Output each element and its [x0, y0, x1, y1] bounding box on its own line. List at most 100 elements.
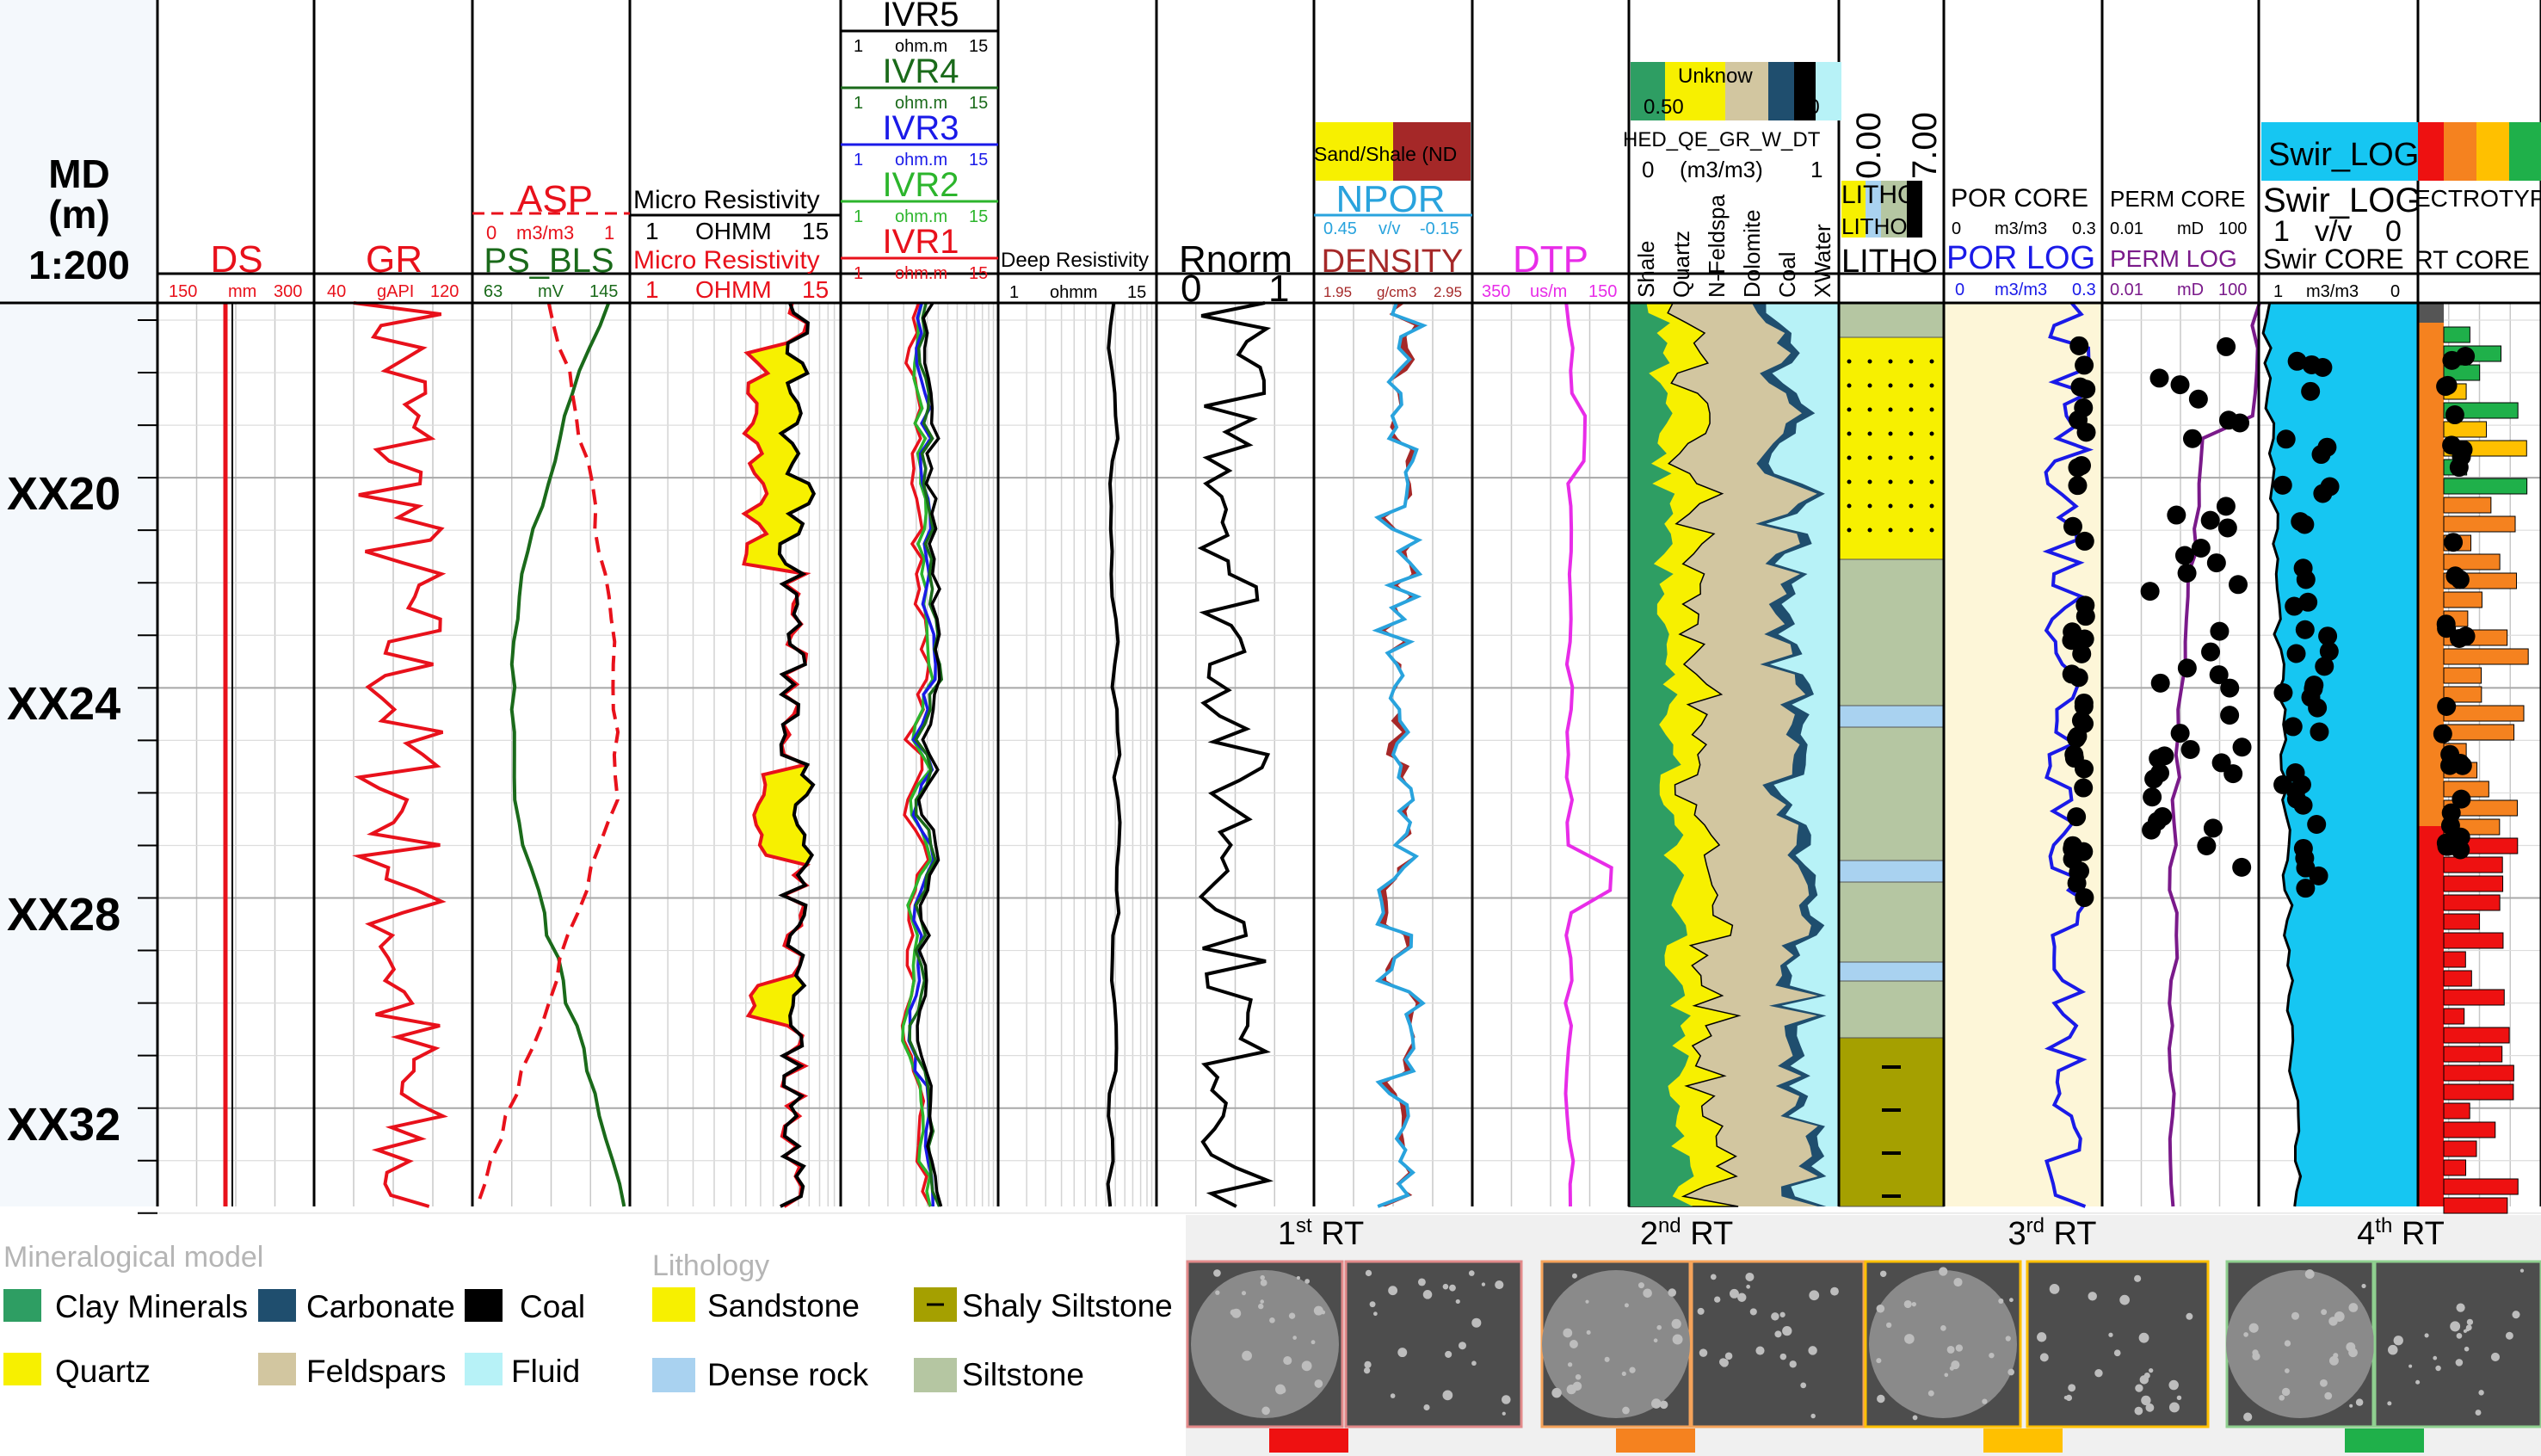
- por-core-point: [2070, 377, 2090, 397]
- sandstone-dot: [1847, 503, 1852, 509]
- perm-core-point: [2150, 673, 2170, 693]
- perm-core-point: [2177, 564, 2197, 583]
- gr-curve-unit: gAPI: [377, 282, 414, 301]
- rt-grain: [1586, 1330, 1591, 1335]
- npor-min: 0.45: [1323, 219, 1357, 238]
- rt-grain: [1876, 1358, 1882, 1364]
- micro-res-black-name: Micro Resistivity: [633, 186, 820, 214]
- perm-core-point: [2147, 811, 2167, 831]
- por-core-point: [2074, 778, 2094, 798]
- rt-grain: [1998, 1298, 2004, 1304]
- rt-grain: [1624, 1303, 1629, 1308]
- ps-bls-curve: [509, 302, 626, 1207]
- rt-grain: [2519, 1268, 2525, 1273]
- perm-core-point: [2229, 575, 2248, 595]
- rt-swatch-yellow: [2476, 122, 2509, 181]
- sandstone-dot: [1929, 503, 1934, 509]
- ivr-curve-max: 15: [969, 37, 988, 56]
- perm-core-point: [2177, 658, 2197, 678]
- por-core-point: [2074, 693, 2094, 713]
- swir-core-point: [2320, 477, 2340, 497]
- rt-grain: [2393, 1336, 2403, 1346]
- rt-grain: [1927, 1390, 1934, 1397]
- asp-curve-max: 1: [604, 222, 614, 244]
- mineral-column-label: Quartz: [1668, 231, 1694, 298]
- rt-grain: [2435, 1365, 2441, 1372]
- rt-label-4: 4th RT: [2357, 1214, 2445, 1252]
- ivr-curve-max: 15: [969, 264, 988, 283]
- rt-grain: [2464, 1346, 2470, 1352]
- deep-res-name: Deep Resistivity: [1001, 249, 1149, 272]
- rt-grain: [1745, 1272, 1755, 1281]
- rt-core-point: [2436, 377, 2456, 397]
- litho-interval-9: [1838, 1037, 1945, 1207]
- por-log-unit: m3/m3: [1995, 281, 2047, 299]
- rt-grain: [2039, 1353, 2049, 1362]
- ds-curve-unit: mm: [228, 282, 256, 301]
- rt-grain: [1567, 1362, 1573, 1367]
- ps-bls-curve-max: 145: [589, 282, 618, 301]
- depth-track-title-unit: (m): [48, 192, 110, 237]
- swir-core-name-top: Swir_LOG: [2263, 182, 2422, 219]
- rt-grain: [1365, 1269, 1372, 1277]
- rt-core-point: [2451, 827, 2470, 847]
- depth-track-bg: [0, 0, 157, 1206]
- rt-grain: [1269, 1317, 1275, 1323]
- deep-res-curve: [1106, 302, 1122, 1207]
- sandstone-dot: [1909, 479, 1914, 484]
- rt-core-plug: [1869, 1270, 2017, 1418]
- litho-header-mid: LITHO: [1841, 213, 1908, 239]
- rt-log-bar: [2443, 1178, 2519, 1195]
- rt-grain: [2252, 1352, 2260, 1360]
- mineral-curve-name: HED_QE_GR_W_DT: [1623, 128, 1821, 151]
- rt-log-bar: [2443, 875, 2504, 892]
- ivr4-curve: [908, 302, 944, 1207]
- rt-grain: [1672, 1334, 1683, 1345]
- rt-grain: [1651, 1398, 1662, 1409]
- rt-grain: [1311, 1340, 1316, 1345]
- litho-interval-5: [1838, 860, 1945, 883]
- gr-curve: [352, 301, 448, 1208]
- rt-grain: [1241, 1291, 1247, 1296]
- dtp-curve: [1563, 302, 1613, 1207]
- rt-grain: [1604, 1356, 1610, 1362]
- por-core-point: [2069, 668, 2088, 688]
- depth-label-xx28: XX28: [7, 889, 120, 941]
- swir-core-point: [2295, 515, 2315, 534]
- rnorm-min: 0: [1181, 268, 1201, 310]
- rt-sem-image: [2373, 1260, 2541, 1428]
- rt-grain: [2512, 1311, 2520, 1319]
- sandstone-dot: [1888, 455, 1893, 460]
- mineral-swatch-carbonate: [1768, 62, 1794, 120]
- rt-log-bar: [2443, 1046, 2503, 1063]
- sandstone-dot: [1929, 479, 1934, 484]
- lithology-legend-title: Lithology: [652, 1249, 769, 1282]
- rt-core-point: [2437, 697, 2457, 717]
- perm-core-point: [2206, 553, 2226, 573]
- asp-curve: [475, 302, 620, 1207]
- rt-grain: [2134, 1406, 2143, 1416]
- density-max: 2.95: [1434, 284, 1462, 300]
- micro-res-black-max: 15: [802, 218, 829, 244]
- por-core-point: [2071, 711, 2091, 731]
- ivr-curve-min: 1: [854, 37, 863, 56]
- sandstone-dot: [1847, 359, 1852, 364]
- por-core-point: [2068, 476, 2088, 496]
- rt-grain: [2176, 1395, 2182, 1401]
- litho-vlabel-0: 0.00: [1850, 112, 1888, 179]
- rt-grain: [1275, 1384, 1286, 1395]
- rt-color-bar-4: [2345, 1428, 2424, 1453]
- rt-grain: [1668, 1288, 1676, 1297]
- perm-core-point: [2191, 538, 2211, 558]
- rt-grain: [1944, 1373, 1949, 1378]
- rt-swatch-orange: [2444, 122, 2476, 181]
- sandstone-dot: [1929, 455, 1934, 460]
- rt-grain: [2328, 1317, 2338, 1326]
- coal-label: Coal: [520, 1289, 585, 1324]
- mineral-curve-unit: (m3/m3): [1680, 157, 1763, 182]
- rt-grain: [1260, 1274, 1265, 1280]
- ds-curve-min: 150: [169, 282, 197, 301]
- rt-log-bar: [2443, 856, 2503, 873]
- dtp-unit: us/m: [1530, 282, 1567, 301]
- rt-grain: [1940, 1324, 1946, 1331]
